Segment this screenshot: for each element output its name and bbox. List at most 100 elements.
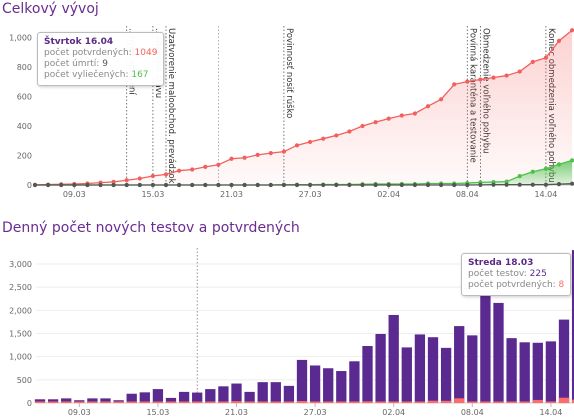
bar-tests (100, 398, 111, 403)
data-point (386, 116, 391, 121)
bar-tests (414, 334, 426, 403)
chart2-title: Denný počet nových testov a potvrdených (2, 220, 300, 236)
data-point (203, 164, 208, 169)
tooltip2-date: Streda 18.03 (468, 258, 534, 268)
data-point (308, 182, 313, 188)
data-point (373, 182, 378, 188)
data-point (163, 182, 169, 188)
bar-tests (362, 346, 373, 403)
y-tick-label: 500 (17, 376, 32, 385)
bar-tests (519, 342, 530, 403)
y-tick-label: 600 (17, 93, 32, 102)
data-point (360, 182, 365, 188)
data-point (452, 182, 457, 188)
data-point (242, 155, 247, 160)
bar-confirmed (126, 401, 137, 403)
data-point (570, 28, 574, 33)
bar-tests (309, 365, 321, 403)
data-point (556, 182, 562, 187)
data-point (530, 182, 535, 187)
data-point (59, 182, 64, 188)
bar-confirmed (493, 401, 504, 403)
data-point (137, 176, 142, 181)
data-point (150, 173, 155, 179)
bar-confirmed (440, 400, 452, 403)
data-point (570, 181, 574, 186)
bar-confirmed (467, 401, 478, 403)
x-tick-label: 08.04 (456, 190, 479, 198)
series-line (34, 29, 573, 186)
bar-tests (467, 335, 478, 403)
data-point (517, 182, 522, 187)
bar-confirmed (139, 401, 150, 403)
data-point (229, 156, 234, 161)
bar-tests (257, 382, 268, 403)
y-tick-label: 0 (27, 181, 32, 190)
data-point (98, 182, 103, 188)
data-point (347, 129, 352, 134)
y-tick-label: 2,000 (9, 306, 32, 315)
bar-tests (545, 341, 557, 403)
data-point (334, 182, 339, 188)
bar-confirmed (571, 399, 574, 403)
y-tick-label: 1,000 (9, 353, 32, 362)
bar-confirmed (87, 401, 98, 403)
data-point (32, 182, 38, 188)
bar-confirmed (414, 401, 426, 403)
bar-confirmed (323, 401, 334, 403)
data-point (543, 166, 549, 171)
data-point (177, 182, 182, 188)
y-tick-label: 800 (17, 63, 32, 72)
data-point (465, 182, 470, 188)
data-point (268, 182, 273, 188)
data-point (347, 182, 352, 188)
data-point (452, 82, 457, 87)
bar-tests (165, 397, 177, 403)
x-tick-label: 09.03 (63, 190, 86, 198)
annotation-label: Povinnosť nosiť rúško (284, 28, 295, 118)
daily-tests-chart: 0 500 1,000 1,500 2,000 2,500 3,000 09.03 15.03 2… (9, 248, 574, 417)
bar-confirmed (47, 401, 59, 403)
y-tick-label: 3,000 (9, 260, 32, 269)
x-tick-label: 02.04 (382, 408, 405, 417)
bar-confirmed (205, 401, 216, 403)
data-point (177, 168, 182, 173)
bar-tests (192, 392, 203, 403)
data-point (517, 69, 522, 74)
data-point (543, 55, 549, 60)
data-point (530, 169, 535, 174)
bar-confirmed (152, 401, 164, 403)
x-tick-label: 15.03 (141, 190, 164, 198)
bar-confirmed (309, 401, 321, 403)
data-point (203, 182, 208, 188)
data-point (386, 182, 391, 188)
bar-confirmed (362, 401, 373, 403)
tooltip-deaths-label: počet úmrtí: (44, 59, 103, 69)
data-point (478, 77, 483, 82)
bar-confirmed (100, 401, 111, 403)
bar-confirmed (218, 401, 229, 403)
bar-tests (558, 319, 570, 403)
bar-tests (454, 326, 465, 403)
bar-tests (218, 386, 229, 403)
bar-confirmed (283, 401, 295, 403)
data-point (504, 182, 509, 187)
x-tick-label: 14.04 (539, 408, 562, 417)
tooltip-deaths-row: počet úmrtí: 9 (44, 59, 157, 70)
bar-tests (139, 392, 150, 403)
data-point (255, 182, 260, 188)
tooltip2-tests-value: 225 (529, 269, 547, 279)
data-point (150, 182, 155, 188)
bar-tests (493, 302, 504, 403)
data-point (439, 97, 444, 102)
bar-confirmed (375, 401, 386, 403)
bar-tests (323, 368, 334, 403)
bar-confirmed (454, 398, 465, 403)
bar-confirmed (427, 400, 439, 403)
bar-confirmed (296, 401, 308, 403)
bar-tests (349, 361, 360, 403)
data-point (242, 182, 247, 188)
cumulative-tooltip: Štvrtok 16.04 počet potvrdených: 1049 po… (37, 32, 165, 86)
tooltip2-confirmed-label: počet potvrdených: (468, 280, 559, 290)
data-point (478, 182, 483, 187)
